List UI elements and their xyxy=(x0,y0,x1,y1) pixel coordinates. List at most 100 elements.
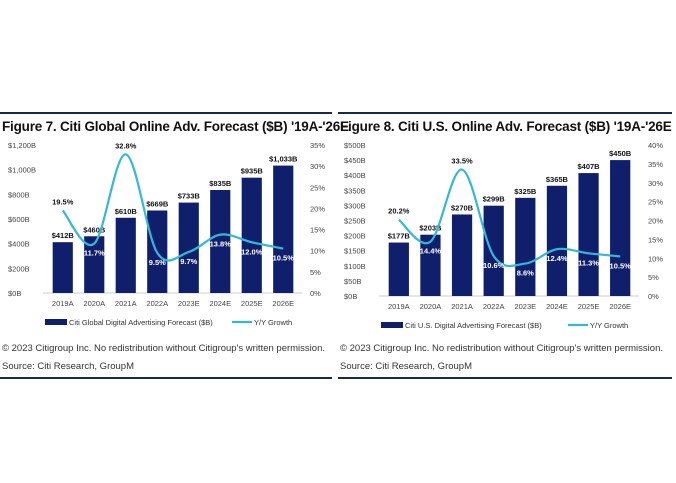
bar-value-label: $610B xyxy=(115,207,138,216)
y2-tick-label: 35% xyxy=(310,141,325,150)
bar xyxy=(388,242,409,296)
y-tick-label: $1,200B xyxy=(8,141,36,150)
figure-7-panel: Figure 7. Citi Global Online Adv. Foreca… xyxy=(0,110,349,380)
growth-label: 12.0% xyxy=(241,247,263,256)
y2-tick-label: 30% xyxy=(648,179,663,188)
bar xyxy=(115,217,136,293)
x-tick-label: 2024E xyxy=(209,299,231,308)
x-tick-label: 2022A xyxy=(146,299,168,308)
growth-label: 11.7% xyxy=(84,249,105,258)
bar-value-label: $270B xyxy=(451,203,474,212)
bar-value-label: $450B xyxy=(609,149,632,158)
y2-tick-label: 5% xyxy=(648,273,659,282)
growth-label: 11.3% xyxy=(578,258,599,267)
y-tick-label: $450B xyxy=(344,156,366,165)
y-tick-label: $200B xyxy=(344,232,366,241)
y2-tick-label: 20% xyxy=(310,204,325,213)
growth-label: 32.8% xyxy=(115,141,137,150)
y-tick-label: $400B xyxy=(344,171,366,180)
x-tick-label: 2023E xyxy=(514,302,536,311)
y-tick-label: $50B xyxy=(344,277,362,286)
y2-tick-label: 25% xyxy=(648,198,663,207)
legend-bar-label: Citi Global Digital Advertising Forecast… xyxy=(69,318,213,327)
x-tick-label: 2026E xyxy=(272,299,294,308)
y2-tick-label: 15% xyxy=(310,226,325,235)
growth-label: 14.4% xyxy=(420,247,442,256)
y-tick-label: $1,000B xyxy=(8,166,36,175)
bar xyxy=(241,177,262,293)
y-tick-label: $300B xyxy=(344,201,366,210)
growth-label: 9.5% xyxy=(149,258,166,267)
y2-tick-label: 35% xyxy=(648,160,663,169)
growth-line xyxy=(398,168,621,268)
growth-label: 9.7% xyxy=(180,257,197,266)
y2-tick-label: 30% xyxy=(310,162,325,171)
bar-value-label: $1,033B xyxy=(269,155,298,164)
bar-value-label: $935B xyxy=(241,167,264,176)
figure-7-chart: $0B $200B $400B $600B $800B $1,000B $1,200B 0% 5… xyxy=(8,141,325,327)
bar xyxy=(84,236,105,293)
legend-bar-label: Citi U.S. Digital Advertising Forecast (… xyxy=(405,321,542,330)
bar xyxy=(515,197,536,296)
chart-title: Figure 7. Citi Global Online Adv. Foreca… xyxy=(2,119,349,134)
bar-value-label: $733B xyxy=(178,192,201,201)
bottom-rule xyxy=(338,377,672,379)
y2-tick-label: 0% xyxy=(310,289,321,298)
y-tick-label: $800B xyxy=(8,190,30,199)
growth-label: 13.8% xyxy=(210,240,232,249)
growth-line xyxy=(61,153,284,262)
growth-label: 12.4% xyxy=(546,254,568,263)
source: Source: Citi Research, GroupM xyxy=(340,361,472,372)
bar-value-label: $412B xyxy=(52,231,75,240)
bar-value-label: $407B xyxy=(578,162,601,171)
bar xyxy=(483,205,504,296)
bar-value-label: $365B xyxy=(546,175,569,184)
growth-label: 8.6% xyxy=(517,269,534,278)
bar xyxy=(52,242,73,293)
chart-title: Figure 8. Citi U.S. Online Adv. Forecast… xyxy=(340,119,672,134)
y2-tick-label: 25% xyxy=(310,183,325,192)
y-tick-label: $0B xyxy=(8,289,21,298)
bar-value-label: $835B xyxy=(209,179,232,188)
x-tick-label: 2025E xyxy=(241,299,263,308)
y-tick-label: $400B xyxy=(8,240,30,249)
bar-value-label: $203B xyxy=(419,224,442,233)
y2-tick-label: 20% xyxy=(648,217,663,226)
legend-line-label: Y/Y Growth xyxy=(590,321,628,330)
y2-tick-label: 15% xyxy=(648,235,663,244)
bar xyxy=(546,185,568,296)
bar-value-label: $325B xyxy=(514,187,537,196)
copyright: © 2023 Citigroup Inc. No redistribution … xyxy=(2,343,325,354)
x-tick-label: 2026E xyxy=(609,302,631,311)
bar xyxy=(273,165,294,293)
growth-label: 20.2% xyxy=(388,207,410,216)
x-tick-label: 2024E xyxy=(546,302,568,311)
growth-label: 10.5% xyxy=(273,254,295,263)
bar xyxy=(420,234,441,296)
y-tick-label: $500B xyxy=(344,141,366,150)
y-tick-label: $150B xyxy=(344,247,366,256)
legend-bar-swatch xyxy=(45,319,67,325)
bar xyxy=(178,202,199,293)
growth-label: 19.5% xyxy=(52,198,74,207)
legend-bar-swatch xyxy=(381,322,403,328)
y2-tick-label: 10% xyxy=(648,254,663,263)
growth-label: 10.5% xyxy=(610,261,632,270)
y-tick-label: $100B xyxy=(344,262,366,271)
bar-value-label: $460B xyxy=(83,225,106,234)
source: Source: Citi Research, GroupM xyxy=(2,361,134,372)
y2-tick-label: 0% xyxy=(648,292,659,301)
bar xyxy=(210,190,231,293)
x-tick-label: 2019A xyxy=(388,302,410,311)
growth-label: 33.5% xyxy=(451,157,473,166)
top-rule xyxy=(338,112,672,114)
y-tick-label: $350B xyxy=(344,186,366,195)
bar xyxy=(610,160,631,296)
copyright: © 2023 Citigroup Inc. No redistribution … xyxy=(340,343,663,354)
top-rule xyxy=(0,112,332,114)
bar-value-label: $299B xyxy=(483,195,506,204)
y-tick-label: $600B xyxy=(8,215,30,224)
x-tick-label: 2020A xyxy=(420,302,442,311)
x-tick-label: 2020A xyxy=(83,299,105,308)
bottom-rule xyxy=(0,377,332,379)
